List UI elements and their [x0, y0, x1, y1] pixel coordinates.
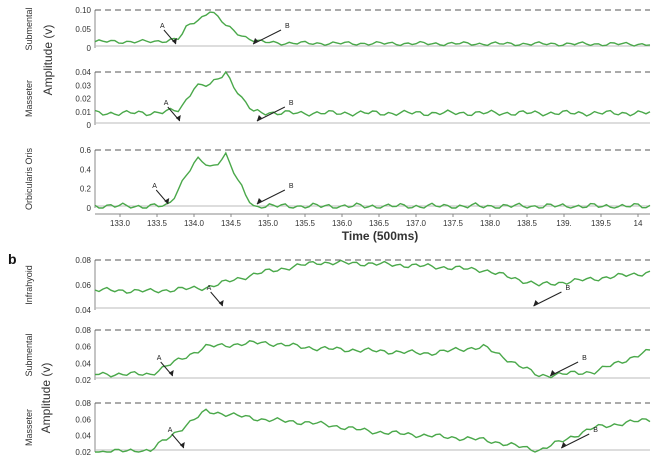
y-tick-label: 0.10 — [75, 6, 91, 15]
marker-arrowhead — [533, 300, 539, 306]
marker-label: B — [582, 355, 587, 362]
x-tick-label: 137.0 — [406, 219, 427, 228]
chart-infrahyoid-b: 0.08 0.06 0.04 Infrahyoid A B — [24, 256, 651, 315]
marker-label: A — [157, 355, 162, 362]
marker-label: B — [593, 427, 598, 434]
emg-trace — [95, 408, 651, 453]
x-tick-label: 135.0 — [258, 219, 279, 228]
y-tick-label: 0.08 — [75, 326, 91, 335]
marker-arrowhead — [561, 442, 567, 448]
marker-arrow — [549, 361, 579, 377]
emg-trace — [94, 151, 651, 209]
marker-label: B — [565, 285, 570, 292]
y-tick-label: 0.04 — [75, 432, 91, 441]
x-tick-label: 14 — [634, 219, 643, 228]
marker-label: A — [160, 23, 165, 30]
muscle-label: Masseter — [24, 409, 34, 446]
x-tick-label: 136.5 — [369, 219, 390, 228]
marker-label: A — [207, 285, 212, 292]
muscle-label: Masseter — [24, 80, 34, 117]
y-tick-label: 0.4 — [80, 165, 92, 174]
y-tick-label: 0.05 — [75, 25, 91, 34]
emg-trace — [94, 259, 651, 294]
chart-orbicularis-a: 0.6 0.4 0.2 0 Orbicularis Oris A B — [24, 146, 651, 213]
marker-arrow — [533, 291, 562, 307]
marker-arrowhead — [256, 198, 262, 204]
marker-label: B — [289, 183, 294, 190]
marker-arrow — [252, 29, 282, 45]
chart-masseter-a: 0.04 0.03 0.02 0.01 0 Masseter A B — [24, 68, 651, 130]
y-tick-label: 0.04 — [75, 359, 91, 368]
muscle-label: Infrahyoid — [24, 265, 34, 305]
x-tick-label: 139.5 — [591, 219, 612, 228]
marker-label: B — [289, 100, 294, 107]
marker-arrow — [256, 106, 286, 122]
marker-arrowhead — [171, 38, 177, 44]
y-tick-label: 0.04 — [75, 68, 91, 77]
marker-arrowhead — [218, 300, 224, 306]
y-tick-label: 0 — [87, 121, 92, 130]
y-tick-label: 0.06 — [75, 343, 91, 352]
chart-submental-a: 0.10 0.05 0 Submental A B — [24, 6, 651, 53]
x-tick-label: 138.5 — [517, 219, 538, 228]
x-tick-label: 134.0 — [184, 219, 205, 228]
x-tick-label: 135.5 — [295, 219, 316, 228]
marker-arrowhead — [175, 115, 181, 121]
y-tick-label: 0.08 — [75, 256, 91, 265]
marker-label: A — [152, 183, 157, 190]
marker-arrowhead — [550, 370, 556, 376]
x-tick-label: 139. — [556, 219, 572, 228]
y-tick-label: 0.01 — [75, 108, 91, 117]
muscle-label: Submental — [24, 333, 34, 376]
y-tick-label: 0.06 — [75, 415, 91, 424]
y-tick-label: 0.2 — [80, 185, 92, 194]
marker-arrowhead — [256, 115, 262, 121]
marker-arrowhead — [164, 198, 170, 204]
bottom-y-axis-label: Amplitude (v) — [39, 363, 53, 434]
y-tick-label: 0.08 — [75, 399, 91, 408]
x-tick-label: 133.5 — [147, 219, 168, 228]
marker-arrow — [560, 433, 590, 449]
emg-trace — [94, 340, 651, 379]
y-tick-label: 0.02 — [75, 95, 91, 104]
x-tick-label: 137.5 — [443, 219, 464, 228]
marker-label: A — [168, 427, 173, 434]
panel-b-label: b — [8, 251, 17, 267]
x-tick-label: 134.5 — [221, 219, 242, 228]
y-tick-label: 0.06 — [75, 281, 91, 290]
muscle-label: Submental — [24, 7, 34, 50]
emg-trace — [94, 70, 651, 117]
y-tick-label: 0.6 — [80, 146, 92, 155]
muscle-label: Orbicularis Oris — [24, 148, 34, 211]
top-y-axis-label: Amplitude (v) — [41, 25, 55, 96]
y-tick-label: 0.02 — [75, 376, 91, 385]
marker-arrowhead — [168, 370, 174, 376]
y-tick-label: 0 — [87, 44, 92, 53]
marker-label: A — [164, 100, 169, 107]
y-tick-label: 0.02 — [75, 448, 91, 456]
panels: 0.10 0.05 0 Submental A B 0.04 0.03 0.02 0.01 0 Mas… — [24, 6, 651, 456]
marker-arrowhead — [253, 38, 259, 44]
top-x-axis: 133.0 133.5 134.0 134.5 135.0 135.5 136.0 136.5… — [95, 213, 650, 228]
x-tick-label: 136.0 — [332, 219, 353, 228]
marker-label: B — [285, 23, 290, 30]
y-tick-label: 0.04 — [75, 306, 91, 315]
top-x-axis-label: Time (500ms) — [342, 229, 418, 243]
y-tick-label: 0 — [87, 204, 92, 213]
x-tick-label: 133.0 — [110, 219, 131, 228]
marker-arrow — [256, 189, 286, 205]
chart-submental-b: 0.08 0.06 0.04 0.02 Submental A B — [24, 326, 651, 385]
x-tick-label: 138.0 — [480, 219, 501, 228]
emg-trace — [94, 11, 651, 47]
y-tick-label: 0.03 — [75, 81, 91, 90]
marker-arrowhead — [179, 442, 185, 448]
chart-masseter-b: 0.08 0.06 0.04 0.02 Masseter A B — [24, 399, 651, 456]
